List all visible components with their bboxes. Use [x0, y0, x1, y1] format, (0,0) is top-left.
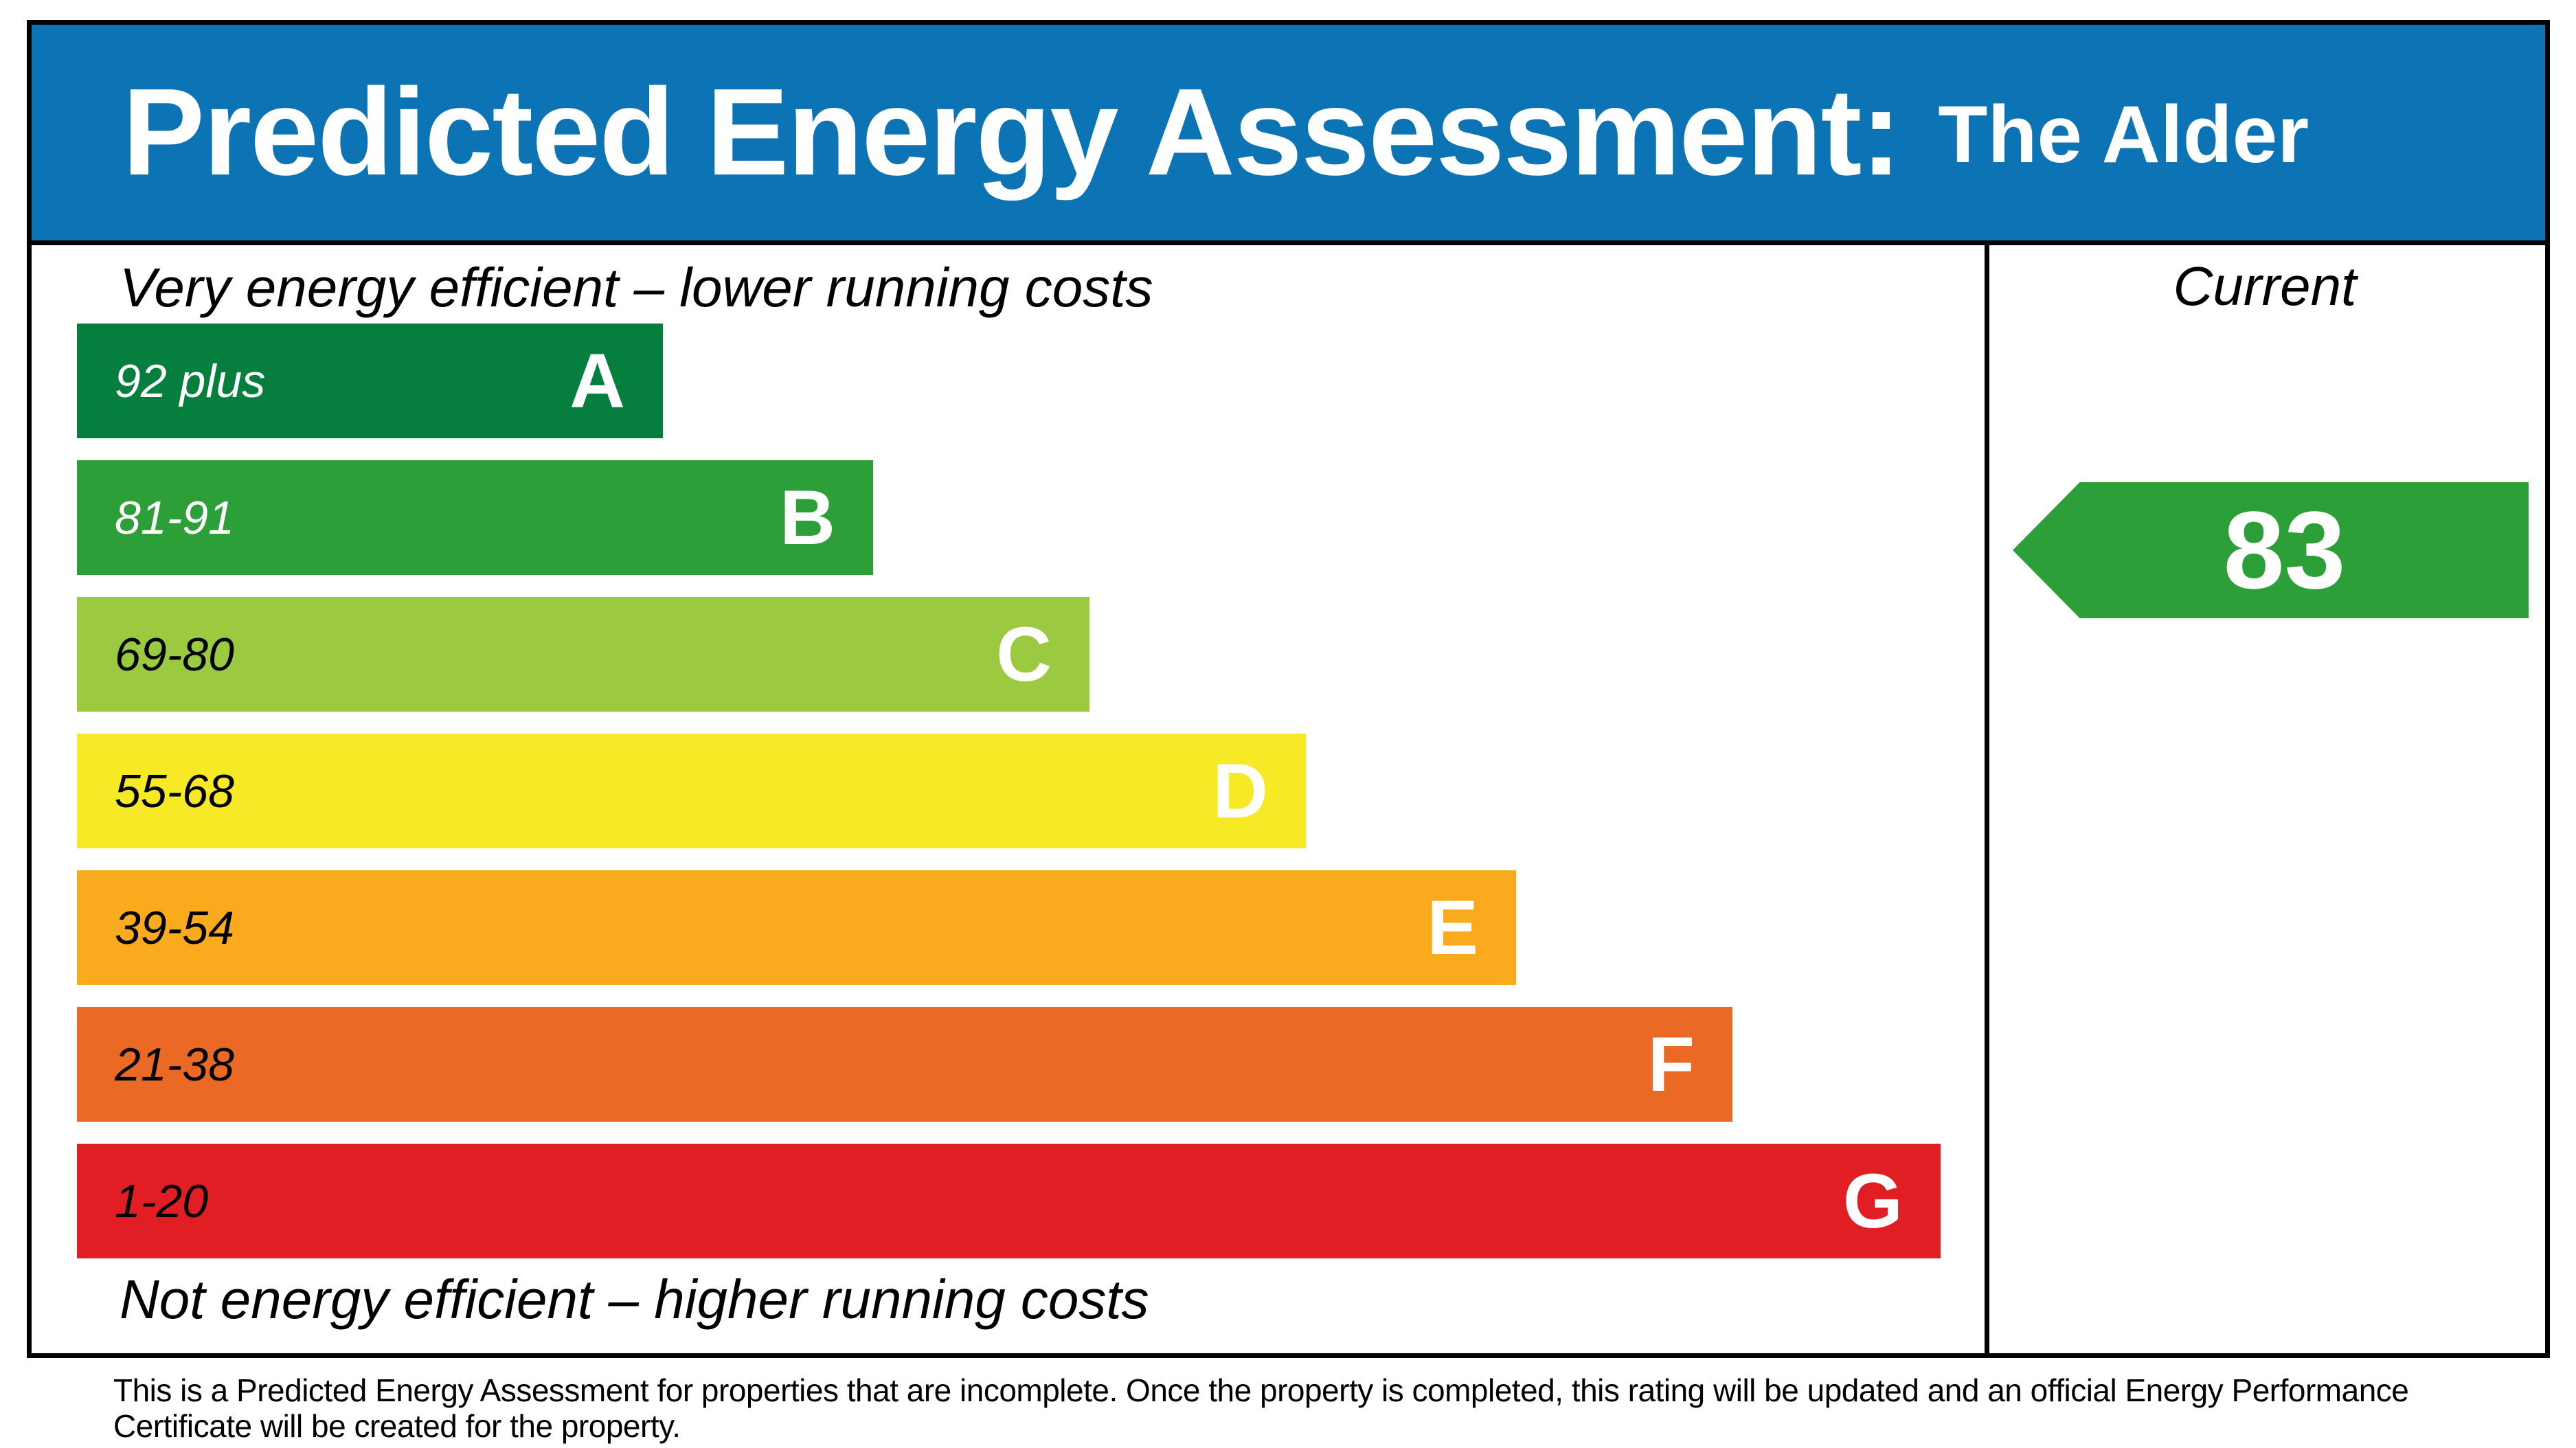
certificate-header: Predicted Energy Assessment: The Alder — [32, 25, 2545, 245]
band-letter: A — [569, 337, 625, 424]
top-caption: Very energy efficient – lower running co… — [120, 257, 1153, 318]
band-range-label: 21-38 — [115, 1038, 234, 1091]
certificate-box: Predicted Energy Assessment: The Alder V… — [27, 20, 2550, 1358]
band-range-label: 55-68 — [115, 765, 234, 817]
band-letter: F — [1647, 1021, 1695, 1107]
band-letter: D — [1212, 747, 1268, 834]
band-row-A: 92 plus A — [77, 324, 663, 438]
band-range-label: 1-20 — [115, 1175, 209, 1228]
current-column-header: Current — [2173, 256, 2357, 317]
footnote-line-2: Certificate will be created for the prop… — [113, 1408, 681, 1444]
current-rating-value: 83 — [2223, 488, 2346, 611]
current-rating-arrow: 83 — [2013, 482, 2529, 618]
band-row-D: 55-68 D — [77, 734, 1306, 848]
band-row-G: 1-20 G — [77, 1144, 1941, 1258]
band-row-B: 81-91 B — [77, 460, 873, 575]
band-range-label: 81-91 — [115, 491, 234, 544]
footnote-line-1: This is a Predicted Energy Assessment fo… — [113, 1372, 2409, 1408]
band-range-label: 39-54 — [115, 901, 234, 954]
current-column-divider — [1985, 245, 1989, 1353]
band-row-E: 39-54 E — [77, 870, 1516, 985]
energy-rating-chart: Very energy efficient – lower running co… — [32, 245, 2545, 1353]
bottom-caption: Not energy efficient – higher running co… — [120, 1269, 1149, 1330]
band-row-F: 21-38 F — [77, 1007, 1732, 1122]
band-letter: C — [996, 611, 1052, 697]
band-range-label: 92 plus — [115, 354, 266, 407]
band-letter: B — [780, 474, 835, 561]
band-range-label: 69-80 — [115, 628, 234, 681]
footnote: This is a Predicted Energy Assessment fo… — [113, 1372, 2409, 1444]
page-title: Predicted Energy Assessment: — [122, 63, 1901, 201]
band-letter: G — [1842, 1157, 1903, 1244]
band-letter: E — [1427, 884, 1478, 971]
band-row-C: 69-80 C — [77, 597, 1089, 712]
property-name: The Alder — [1938, 89, 2309, 180]
band-list: 92 plus A 81-91 B 69-80 C 55-68 D 39-54 E 21-38 F 1-… — [32, 245, 2545, 1353]
